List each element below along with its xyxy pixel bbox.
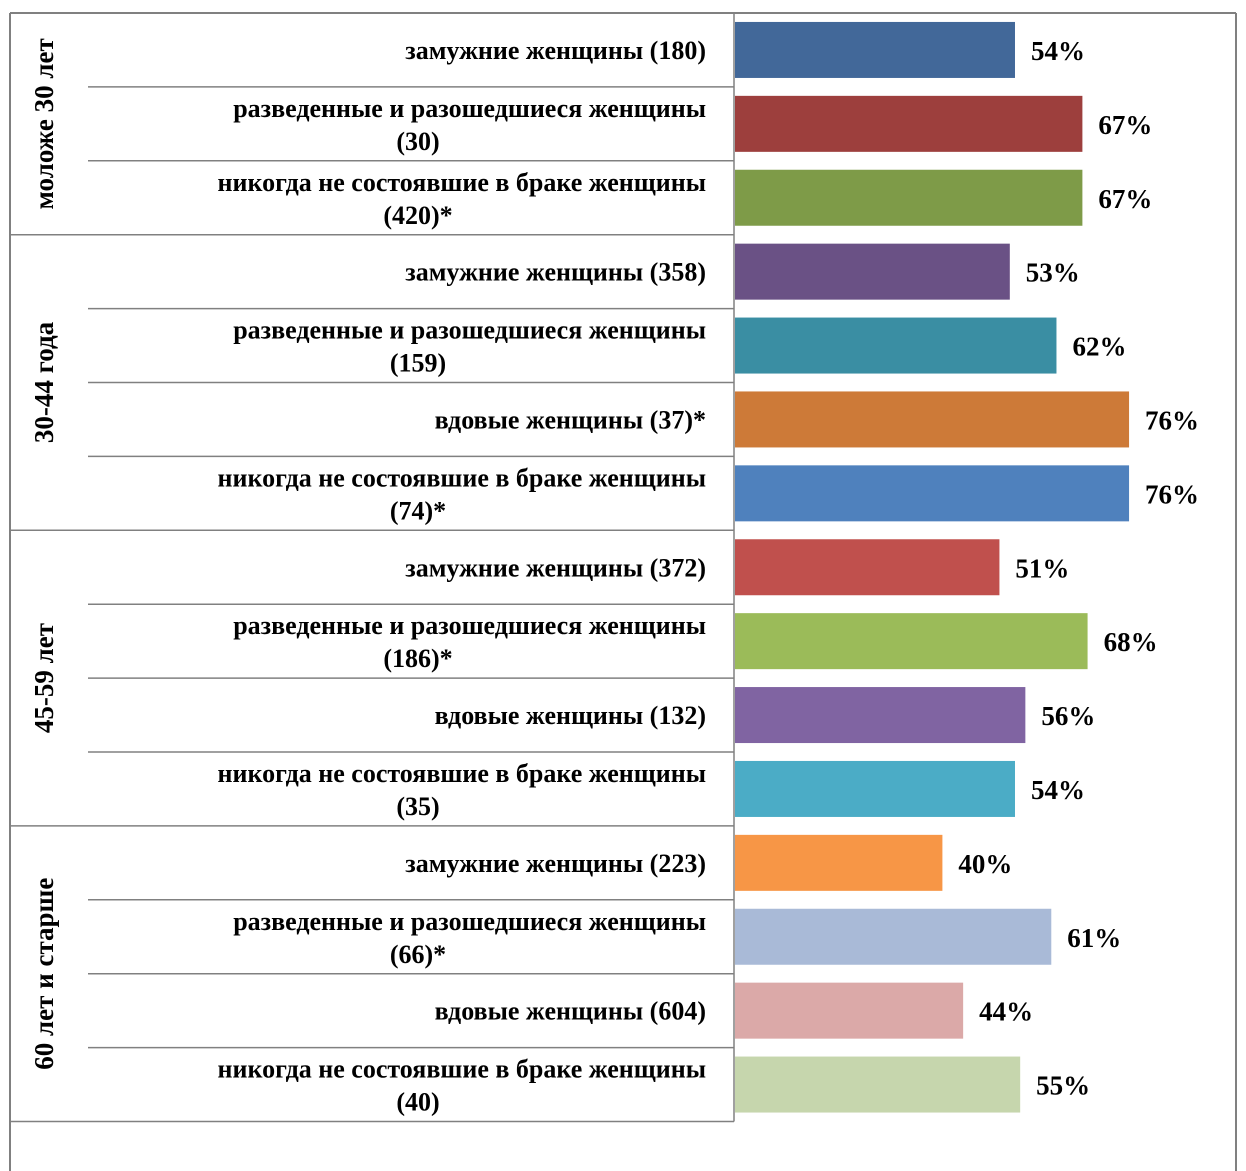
- data-label: 56%: [1041, 701, 1095, 731]
- bar: [735, 1056, 1021, 1113]
- category-label: разведенные и разошедшиеся женщины (159): [233, 316, 706, 378]
- bar: [735, 834, 943, 891]
- category-label-line: (186)*: [383, 644, 452, 673]
- category-label: никогда не состоявшие в браке женщины (40…: [218, 1055, 707, 1117]
- data-label: 67%: [1098, 184, 1152, 214]
- data-label: 55%: [1036, 1071, 1090, 1101]
- data-label: 51%: [1015, 553, 1069, 583]
- category-label-line: разведенные и разошедшиеся женщины: [233, 611, 706, 640]
- bar: [735, 687, 1026, 744]
- data-label: 76%: [1145, 405, 1199, 435]
- category-label: замужние женщины (223): [405, 849, 706, 878]
- category-label-line: (35): [396, 792, 439, 821]
- category-label-line: замужние женщины (180): [405, 36, 706, 65]
- bar: [735, 243, 1010, 300]
- bar: [735, 391, 1130, 448]
- category-label: никогда не состоявшие в браке женщины (35…: [218, 759, 707, 821]
- category-label-line: замужние женщины (372): [405, 553, 706, 582]
- category-label-line: разведенные и разошедшиеся женщины: [233, 94, 706, 123]
- data-label: 44%: [979, 997, 1033, 1027]
- bar: [735, 95, 1083, 152]
- category-label-line: никогда не состоявшие в браке женщины: [218, 168, 707, 197]
- category-label: замужние женщины (180): [405, 36, 706, 65]
- category-label: замужние женщины (372): [405, 553, 706, 582]
- bar: [735, 21, 1015, 78]
- category-label: разведенные и разошедшиеся женщины (66)*: [233, 907, 706, 969]
- category-label-line: никогда не состоявшие в браке женщины: [218, 463, 707, 492]
- category-label-line: (30): [396, 127, 439, 156]
- category-label-line: замужние женщины (223): [405, 849, 706, 878]
- group-label: 60 лет и старше: [29, 878, 59, 1070]
- data-label: 76%: [1145, 479, 1199, 509]
- data-label: 40%: [958, 849, 1012, 879]
- category-label-line: вдовые женщины (37)*: [435, 405, 706, 434]
- bar: [735, 317, 1057, 374]
- category-label-line: (74)*: [390, 496, 446, 525]
- category-label-line: (159): [390, 349, 446, 378]
- data-label: 61%: [1067, 923, 1121, 953]
- category-label-line: (66)*: [390, 940, 446, 969]
- data-label: 62%: [1072, 332, 1126, 362]
- group-label: 45-59 лет: [29, 623, 59, 733]
- category-label-line: разведенные и разошедшиеся женщины: [233, 316, 706, 345]
- bar: [735, 169, 1083, 226]
- data-label: 53%: [1026, 258, 1080, 288]
- category-label-line: вдовые женщины (132): [435, 701, 706, 730]
- category-label-line: замужние женщины (358): [405, 258, 706, 287]
- category-label: вдовые женщины (132): [435, 701, 706, 730]
- bar: [735, 539, 1000, 596]
- category-label-line: (40): [396, 1088, 439, 1117]
- category-label: разведенные и разошедшиеся женщины (186)*: [233, 611, 706, 673]
- category-label-line: никогда не состоявшие в браке женщины: [218, 1055, 707, 1084]
- data-label: 54%: [1031, 36, 1085, 66]
- group-label: моложе 30 лет: [29, 38, 59, 209]
- bar: [735, 613, 1088, 670]
- category-label: вдовые женщины (37)*: [435, 405, 706, 434]
- category-label: никогда не состоявшие в браке женщины (74…: [218, 463, 707, 525]
- category-label-line: разведенные и разошедшиеся женщины: [233, 907, 706, 936]
- category-label-line: вдовые женщины (604): [435, 997, 706, 1026]
- data-label: 54%: [1031, 775, 1085, 805]
- bar: [735, 465, 1130, 522]
- category-label: разведенные и разошедшиеся женщины (30): [233, 94, 706, 156]
- group-label: 30-44 года: [29, 321, 59, 443]
- category-label: вдовые женщины (604): [435, 997, 706, 1026]
- bar: [735, 908, 1052, 965]
- category-label-line: никогда не состоявшие в браке женщины: [218, 759, 707, 788]
- category-label: замужние женщины (358): [405, 258, 706, 287]
- data-label: 68%: [1104, 627, 1158, 657]
- category-label: никогда не состоявшие в браке женщины (42…: [218, 168, 707, 230]
- bar: [735, 760, 1015, 817]
- bar: [735, 982, 964, 1039]
- category-label-line: (420)*: [383, 201, 452, 230]
- data-label: 67%: [1098, 110, 1152, 140]
